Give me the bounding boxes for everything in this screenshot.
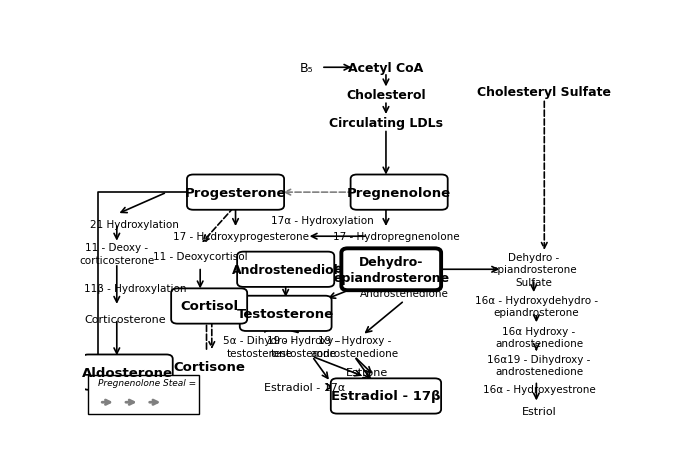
Text: 17α - Hydroxylation: 17α - Hydroxylation — [271, 215, 374, 225]
Text: Estradiol - 17β: Estradiol - 17β — [331, 390, 441, 403]
Text: Cortisone: Cortisone — [174, 360, 246, 373]
Text: Corticosterone: Corticosterone — [84, 314, 165, 324]
Text: Pregnenolone Steal =: Pregnenolone Steal = — [98, 378, 196, 387]
Text: Estradiol - 17α: Estradiol - 17α — [264, 382, 345, 392]
Text: Progesterone: Progesterone — [185, 186, 286, 199]
Text: Cholesteryl Sulfate: Cholesteryl Sulfate — [477, 86, 612, 99]
Text: 21 Hydroxylation: 21 Hydroxylation — [90, 219, 178, 229]
FancyBboxPatch shape — [187, 175, 284, 210]
FancyBboxPatch shape — [240, 296, 332, 331]
Text: Estriol: Estriol — [522, 406, 556, 416]
Text: 16α19 - Dihydroxy -
androstenedione: 16α19 - Dihydroxy - androstenedione — [488, 354, 590, 376]
FancyBboxPatch shape — [351, 175, 447, 210]
Text: 17 - Hydroxyprogesterone: 17 - Hydroxyprogesterone — [173, 232, 308, 242]
Text: 16α Hydroxy -
androstenedione: 16α Hydroxy - androstenedione — [495, 327, 583, 349]
Text: Pregnenolone: Pregnenolone — [347, 186, 452, 199]
Text: 11 - Deoxycortisol: 11 - Deoxycortisol — [153, 252, 247, 262]
FancyBboxPatch shape — [237, 252, 334, 288]
Text: Circulating LDLs: Circulating LDLs — [329, 117, 443, 129]
FancyBboxPatch shape — [88, 375, 199, 415]
Text: Dehydro-
epiandrosterone: Dehydro- epiandrosterone — [333, 255, 449, 284]
Text: Cortisol: Cortisol — [180, 300, 238, 313]
Text: Aldosterone: Aldosterone — [82, 366, 173, 379]
FancyBboxPatch shape — [341, 249, 441, 290]
Text: 19 - Hydroxy -
testosterone: 19 - Hydroxy - testosterone — [268, 336, 340, 358]
Text: Cholesterol: Cholesterol — [346, 89, 426, 102]
FancyBboxPatch shape — [331, 378, 441, 414]
FancyBboxPatch shape — [82, 355, 173, 390]
Text: 5α - Dihydro -
testosterone: 5α - Dihydro - testosterone — [223, 336, 295, 358]
Text: 17 - Hydropregnenolone: 17 - Hydropregnenolone — [333, 232, 460, 242]
Text: Acetyl CoA: Acetyl CoA — [349, 61, 424, 75]
FancyBboxPatch shape — [171, 289, 247, 324]
Text: Dehydro -
epiandrosterone
Sulfate: Dehydro - epiandrosterone Sulfate — [491, 252, 577, 287]
Text: 11β - Hydroxylation: 11β - Hydroxylation — [84, 283, 187, 293]
Text: B₅: B₅ — [300, 61, 314, 75]
Text: 19 - Hydroxy -
androstenedione: 19 - Hydroxy - androstenedione — [311, 336, 398, 358]
Text: 16α - Hydroxyestrone: 16α - Hydroxyestrone — [483, 384, 595, 394]
Text: 16α - Hydroxydehydro -
epiandrosterone: 16α - Hydroxydehydro - epiandrosterone — [475, 295, 598, 317]
Text: 11 - Deoxy -
corticosterone: 11 - Deoxy - corticosterone — [79, 243, 155, 265]
Text: Androstenediol: Androstenediol — [232, 263, 339, 276]
Text: Estrone: Estrone — [347, 367, 389, 377]
Text: Testosterone: Testosterone — [237, 307, 334, 320]
Text: Androstenedione: Androstenedione — [360, 288, 449, 298]
